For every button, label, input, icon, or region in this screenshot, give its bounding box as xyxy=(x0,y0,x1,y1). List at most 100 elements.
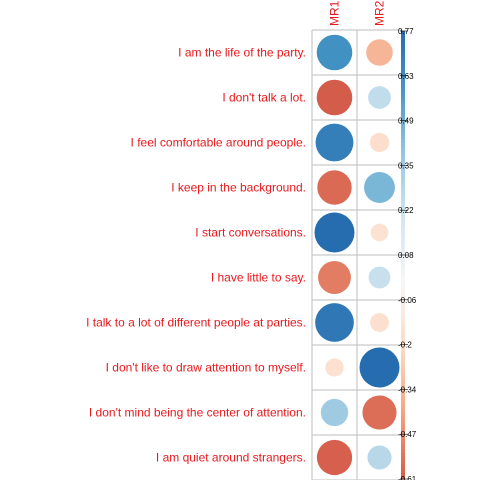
colorbar-segment xyxy=(401,359,405,364)
colorbar-segment xyxy=(401,131,405,137)
colorbar-segment xyxy=(401,452,405,458)
colorbar-segment xyxy=(401,322,405,327)
colorbar-segment xyxy=(401,400,405,405)
correlation-circle xyxy=(315,303,354,342)
colorbar-segment xyxy=(401,213,405,219)
colorbar-segment xyxy=(401,445,405,450)
colorbar-segment xyxy=(401,120,405,125)
colorbar-segment xyxy=(401,38,405,43)
colorbar-segment xyxy=(401,367,405,372)
row-label: I am the life of the party. xyxy=(178,46,306,60)
correlation-circle xyxy=(364,172,395,203)
colorbar-segment xyxy=(401,314,405,320)
colorbar-segment xyxy=(401,385,405,390)
colorbar-segment xyxy=(401,296,405,301)
colorbar-segment xyxy=(401,281,405,286)
colorbar-segment xyxy=(401,348,405,353)
row-label: I have little to say. xyxy=(211,271,306,285)
row-label: I don't mind being the center of attenti… xyxy=(89,406,306,420)
colorbar-segment xyxy=(401,206,405,211)
row-label: I start conversations. xyxy=(195,226,306,240)
colorbar-segment xyxy=(401,449,405,454)
correlation-circle xyxy=(318,261,351,294)
colorbar-segment xyxy=(401,191,405,196)
colorbar-segment xyxy=(401,180,405,185)
colorbar-segment xyxy=(401,352,405,357)
correlation-circle xyxy=(368,86,391,109)
colorbar-segment xyxy=(401,176,405,181)
colorbar-tick-label: 0.63 xyxy=(398,72,414,81)
colorbar-segment xyxy=(401,255,405,260)
colorbar-tick-label: -0.61 xyxy=(398,475,417,480)
colorbar-segment xyxy=(401,53,405,58)
colorbar-segment xyxy=(401,139,405,144)
colorbar-segment xyxy=(401,94,405,99)
colorbar-tick-label: -0.2 xyxy=(398,341,412,350)
colorbar-segment xyxy=(401,184,405,189)
colorbar-tick-label: 0.35 xyxy=(398,161,414,170)
colorbar-segment xyxy=(401,165,405,170)
colorbar-segment xyxy=(401,228,405,234)
colorbar-segment xyxy=(401,157,405,163)
colorbar-segment xyxy=(401,460,405,465)
colorbar-segment xyxy=(401,441,405,446)
colorbar-segment xyxy=(401,75,405,81)
colorbar-segment xyxy=(401,135,405,140)
colorbar-segment xyxy=(401,266,405,271)
correlation-circle xyxy=(368,266,391,289)
correlation-circle xyxy=(369,132,390,153)
colorbar-segment xyxy=(401,318,405,323)
colorbar-segment xyxy=(401,284,405,290)
colorbar-segment xyxy=(401,83,405,88)
colorbar-segment xyxy=(401,72,405,77)
colorbar-segment xyxy=(401,60,405,66)
column-label: MR1 xyxy=(328,0,342,26)
row-label: I talk to a lot of different people at p… xyxy=(86,316,306,330)
colorbar-segment xyxy=(401,34,405,40)
colorbar-segment xyxy=(401,124,405,129)
colorbar-segment xyxy=(401,31,405,36)
colorbar-segment xyxy=(401,116,405,122)
colorbar-segment xyxy=(401,146,405,152)
correlation-circle xyxy=(359,347,400,388)
colorbar-segment xyxy=(401,404,405,409)
colorbar-tick-label: -0.34 xyxy=(398,385,417,394)
colorbar-segment xyxy=(401,408,405,413)
correlation-circle xyxy=(314,212,355,253)
colorbar-segment xyxy=(401,49,405,54)
colorbar-segment xyxy=(401,411,405,417)
colorbar-segment xyxy=(401,430,405,435)
correlation-circle xyxy=(325,358,344,377)
row-label: I don't like to draw attention to myself… xyxy=(106,361,306,375)
colorbar-segment xyxy=(401,187,405,193)
colorbar-segment xyxy=(401,307,405,312)
colorbar-segment xyxy=(401,277,405,282)
colorbar-segment xyxy=(401,262,405,267)
row-label: I don't talk a lot. xyxy=(222,91,306,105)
colorbar-segment xyxy=(401,381,405,387)
correlation-circle xyxy=(370,223,389,242)
colorbar-segment xyxy=(401,475,405,480)
colorbar-segment xyxy=(401,172,405,178)
colorbar-tick-label: -0.47 xyxy=(398,430,417,439)
colorbar-segment xyxy=(401,79,405,84)
row-label: I keep in the background. xyxy=(171,181,306,195)
colorbar-segment xyxy=(401,42,405,47)
colorbar xyxy=(401,31,405,480)
colorbar-segment xyxy=(401,113,405,118)
colorbar-segment xyxy=(401,423,405,428)
correlation-circle xyxy=(315,123,354,162)
colorbar-segment xyxy=(401,303,405,308)
colorbar-segment xyxy=(401,87,405,92)
column-label: MR2 xyxy=(373,0,387,26)
colorbar-segment xyxy=(401,363,405,368)
colorbar-segment xyxy=(401,415,405,420)
colorbar-segment xyxy=(401,374,405,379)
colorbar-segment xyxy=(401,393,405,398)
colorbar-segment xyxy=(401,217,405,222)
row-label: I am quiet around strangers. xyxy=(156,451,306,465)
colorbar-segment xyxy=(401,143,405,148)
colorbar-segment xyxy=(401,202,405,208)
colorbar-segment xyxy=(401,221,405,226)
colorbar-segment xyxy=(401,98,405,103)
